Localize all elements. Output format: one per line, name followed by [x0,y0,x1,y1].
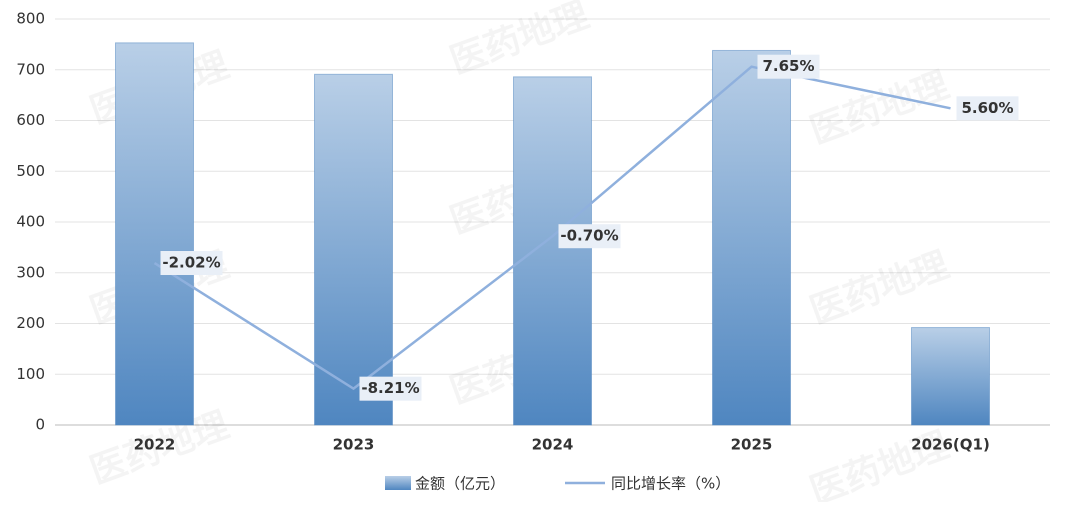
data-label: 5.60% [961,99,1013,117]
y-tick-label: 800 [16,10,45,28]
watermark: 医药地理 [805,245,954,333]
bar [115,42,194,426]
bar [712,49,791,426]
label-box [359,376,422,401]
legend-label: 金额（亿元） [415,475,505,493]
y-tick-label: 200 [16,314,45,332]
watermark: 医药地理 [805,65,954,153]
data-label: -0.70% [560,227,618,245]
y-tick-label: 400 [16,213,45,231]
label-box [558,224,621,249]
data-label: 7.65% [762,57,814,75]
bar [513,76,592,426]
x-tick-label: 2022 [134,436,176,454]
y-tick-label: 700 [16,60,45,78]
y-tick-label: 500 [16,162,45,180]
x-tick-label: 2023 [333,436,375,454]
y-tick-label: 300 [16,263,45,281]
bar [314,73,393,426]
x-tick-label: 2026(Q1) [911,436,990,454]
label-box [757,54,820,79]
data-label: -2.02% [162,254,220,272]
y-tick-label: 600 [16,111,45,129]
legend-swatch [385,476,411,490]
legend-label: 同比增长率（%） [611,475,730,493]
x-tick-label: 2025 [731,436,773,454]
x-tick-label: 2024 [532,436,574,454]
y-tick-label: 0 [35,416,45,434]
label-box [956,96,1019,121]
line [153,65,951,391]
bar [911,327,990,426]
data-label: -8.21% [361,379,419,397]
label-box [160,251,223,276]
y-tick-label: 100 [16,365,45,383]
